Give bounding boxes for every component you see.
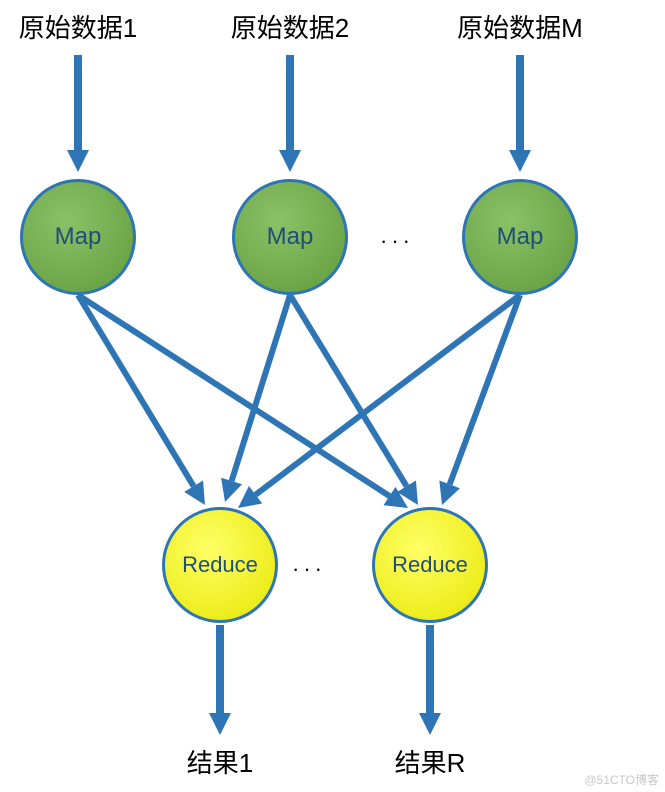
source-label-1: 原始数据2 <box>190 8 390 45</box>
map-ellipsis: ··· <box>380 228 414 254</box>
map-node: Map <box>232 179 348 295</box>
source-label-2: 原始数据M <box>420 8 620 45</box>
arrow-layer <box>0 0 665 792</box>
reduce-node: Reduce <box>162 507 278 623</box>
source-label-0: 原始数据1 <box>0 8 178 45</box>
reduce-ellipsis: ··· <box>292 556 326 582</box>
map-node: Map <box>20 179 136 295</box>
map-node: Map <box>462 179 578 295</box>
watermark: @51CTO博客 <box>584 771 659 788</box>
result-label-1: 结果R <box>330 743 530 780</box>
reduce-node: Reduce <box>372 507 488 623</box>
result-label-0: 结果1 <box>120 743 320 780</box>
